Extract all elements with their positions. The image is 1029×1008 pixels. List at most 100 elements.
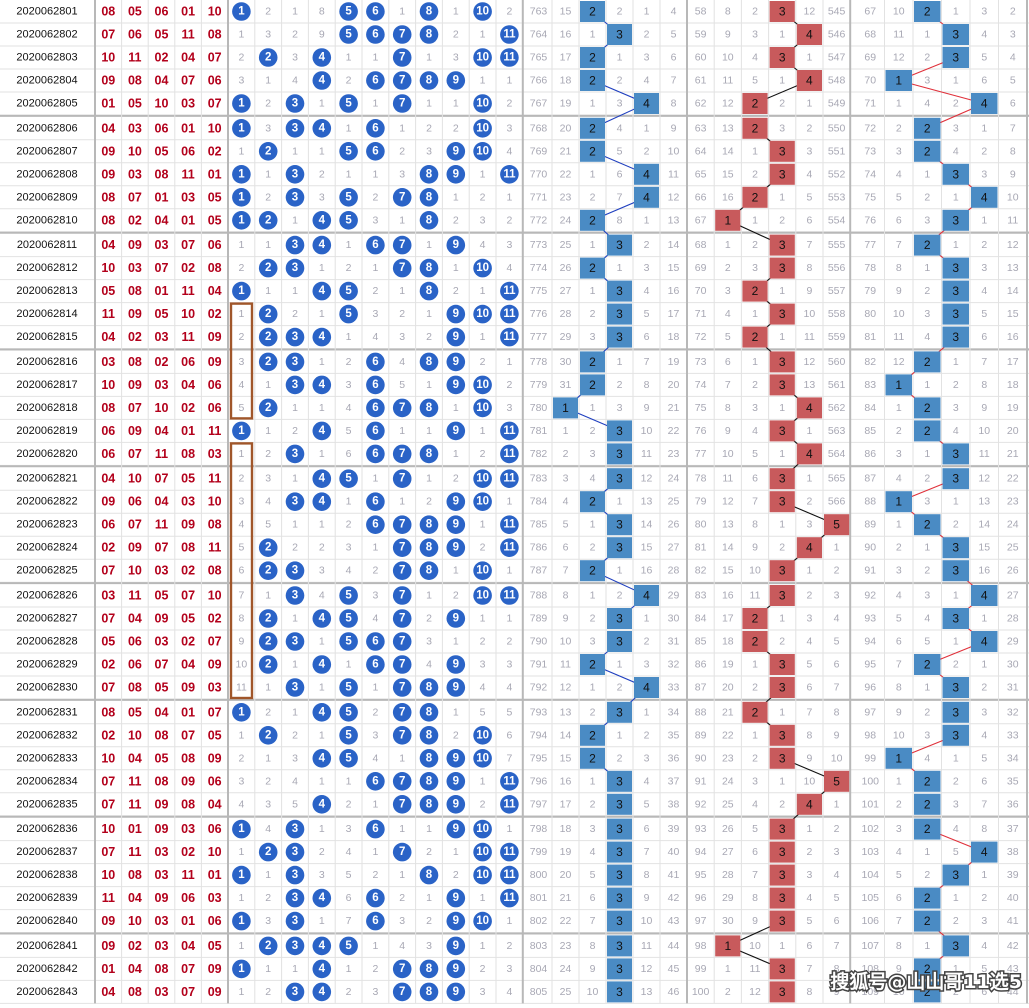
omission: 9 (1010, 168, 1016, 180)
omission: 69 (695, 262, 707, 274)
hit-box (607, 420, 632, 442)
ball-number: 11 (503, 590, 516, 602)
hit-box (607, 468, 632, 490)
omission: 1 (319, 519, 325, 531)
omission: 1 (981, 613, 987, 625)
omission: 20 (560, 122, 572, 134)
drawn-number: 07 (101, 564, 115, 578)
omission: 7 (896, 659, 902, 671)
omission: 16 (641, 565, 653, 577)
omission: 1 (981, 869, 987, 881)
hit-box (942, 701, 969, 723)
omission: 2 (644, 145, 650, 157)
omission: 1 (506, 823, 512, 835)
omission: 799 (530, 846, 548, 858)
omission: 550 (828, 122, 846, 134)
drawn-number: 11 (181, 868, 194, 882)
omission: 1 (590, 519, 596, 531)
omission: 2 (752, 752, 758, 764)
omission: 3 (981, 262, 987, 274)
omission: 3 (981, 168, 987, 180)
hit-value: 1 (895, 495, 902, 509)
ball (339, 211, 358, 230)
omission: 24 (560, 214, 572, 226)
hit-value: 1 (895, 751, 902, 765)
omission: 5 (480, 706, 486, 718)
ball-number: 7 (399, 448, 405, 460)
drawn-number: 09 (128, 541, 142, 555)
omission: 1 (238, 308, 244, 320)
ball (446, 421, 466, 441)
drawn-number: 05 (101, 635, 115, 649)
omission: 2 (292, 425, 298, 437)
drawn-number: 09 (155, 891, 169, 905)
ball-number: 2 (265, 214, 271, 226)
omission: 1 (896, 402, 902, 414)
ball (473, 119, 492, 138)
drawn-number: 04 (101, 238, 115, 252)
omission: 23 (722, 752, 734, 764)
omission: 1 (265, 752, 271, 764)
hit-value: 3 (779, 5, 786, 19)
omission: 13 (722, 519, 734, 531)
ball-number: 5 (345, 191, 352, 203)
ball (473, 258, 492, 278)
ball (500, 304, 519, 324)
ball (392, 678, 412, 697)
omission: 1 (319, 262, 325, 274)
omission: 2 (590, 613, 596, 625)
omission: 1 (292, 659, 298, 671)
omission: 84 (695, 613, 707, 625)
omission: 75 (864, 191, 876, 203)
hit-value: 4 (806, 447, 813, 461)
omission: 3 (319, 191, 325, 203)
omission: 1 (806, 565, 812, 577)
ball (285, 888, 305, 908)
omission: 24 (1007, 519, 1019, 531)
hit-box (914, 981, 941, 1003)
omission: 545 (828, 6, 846, 18)
drawn-number: 06 (208, 378, 222, 392)
omission: 551 (828, 145, 846, 157)
omission: 558 (828, 308, 846, 320)
ball (312, 959, 332, 979)
omission: 4 (806, 892, 812, 904)
omission: 1 (506, 496, 512, 508)
ball-number: 11 (503, 869, 516, 881)
drawn-number: 09 (101, 74, 115, 88)
hit-value: 2 (589, 213, 596, 227)
hit-value: 5 (833, 518, 840, 532)
omission: 2 (1010, 6, 1016, 18)
omission: 26 (668, 519, 680, 531)
issue: 2020062804 (16, 75, 77, 87)
omission: 3 (506, 402, 512, 414)
omission: 1 (426, 473, 432, 485)
omission: 13 (804, 379, 816, 391)
omission: 3 (372, 214, 378, 226)
drawn-number: 08 (208, 564, 222, 578)
ball-number: 8 (426, 402, 433, 414)
omission: 4 (981, 29, 987, 41)
omission: 25 (560, 239, 572, 251)
hit-value: 2 (589, 355, 596, 369)
omission: 2 (238, 752, 244, 764)
drawn-number: 06 (181, 144, 195, 158)
omission: 1 (399, 823, 405, 835)
omission: 2 (924, 706, 930, 718)
drawn-number: 09 (181, 518, 195, 532)
hit-box (942, 47, 969, 68)
omission: 63 (695, 122, 707, 134)
omission: 6 (981, 331, 987, 343)
drawn-number: 05 (181, 472, 195, 486)
omission: 1 (924, 29, 930, 41)
omission: 5 (834, 892, 840, 904)
omission: 2 (924, 191, 930, 203)
drawn-number: 07 (101, 845, 115, 859)
omission: 552 (828, 168, 846, 180)
hit-value: 3 (779, 589, 786, 603)
issue: 2020062834 (16, 775, 77, 787)
omission: 3 (265, 29, 271, 41)
omission: 4 (924, 331, 930, 343)
drawn-number: 11 (128, 797, 141, 811)
drawn-number: 06 (208, 774, 222, 788)
